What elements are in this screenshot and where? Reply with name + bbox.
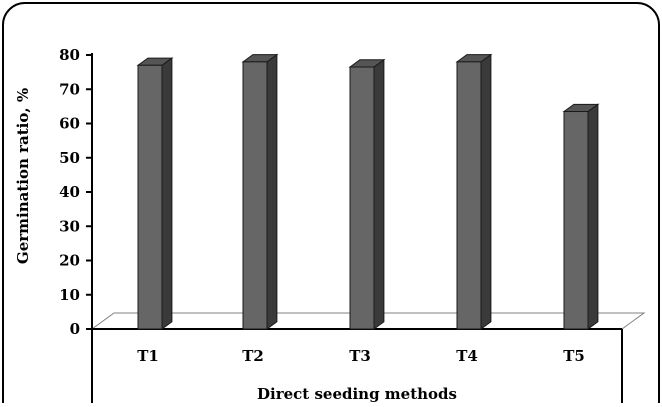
bar-side-face: [373, 58, 385, 330]
y-tick-label: 10: [59, 286, 80, 304]
x-category-labels: T1 T2 T3 T4 T5: [137, 347, 585, 365]
bar: [136, 57, 174, 330]
bar-side-face: [587, 103, 599, 330]
y-tick-label: 0: [70, 320, 80, 338]
x-category-label: T3: [349, 347, 371, 365]
x-category-label: T1: [137, 347, 159, 365]
bar-front-face: [456, 61, 482, 330]
y-axis-title: Germination ratio, %: [14, 88, 32, 264]
y-tick-label: 80: [59, 46, 80, 64]
x-axis-title: Direct seeding methods: [257, 385, 457, 403]
bar: [562, 103, 600, 330]
bar-front-face: [563, 111, 589, 330]
y-tick-label: 60: [59, 115, 80, 133]
x-category-label: T5: [563, 347, 585, 365]
bar: [241, 53, 279, 330]
x-category-label: T2: [242, 347, 264, 365]
bar-side-face: [266, 53, 278, 330]
bar-front-face: [349, 66, 375, 330]
y-tick-label: 70: [59, 80, 80, 98]
bar-front-face: [137, 64, 163, 330]
y-tick-label: 20: [59, 252, 80, 270]
y-tick-label: 40: [59, 183, 80, 201]
x-category-label: T4: [456, 347, 478, 365]
bars-layer: [136, 53, 600, 330]
bar-side-face: [161, 57, 173, 330]
bar-front-face: [242, 61, 268, 330]
bar-side-face: [480, 53, 492, 330]
bar: [455, 53, 493, 330]
y-tick-label: 30: [59, 217, 80, 235]
y-tick-labels: 0 10 20 30 40 50 60 70 80: [59, 46, 80, 338]
y-tick-label: 50: [59, 149, 80, 167]
bar: [348, 58, 386, 330]
